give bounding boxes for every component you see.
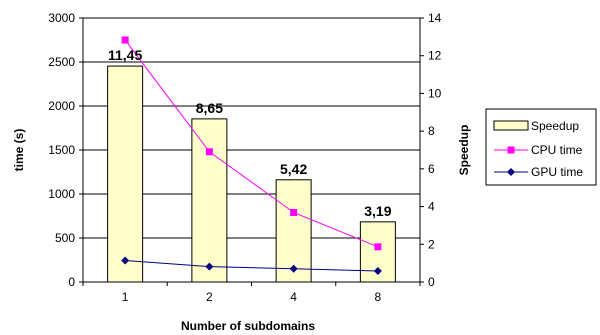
bar-value-labels: 11,45 8,65 5,42 3,19	[108, 47, 392, 219]
cpu-time-point	[121, 36, 129, 44]
bar-value-label: 11,45	[108, 47, 142, 63]
x-tick-label: 2	[206, 290, 213, 304]
gpu-time-line	[125, 259, 378, 272]
y-right-tick-label: 10	[428, 86, 442, 100]
speedup-bars	[107, 65, 396, 283]
legend-label-cpu: CPU time	[531, 143, 583, 157]
y-right-tick-label: 12	[428, 49, 442, 63]
y-left-tick-label: 2500	[48, 55, 75, 69]
y-left-tick-label: 0	[68, 275, 75, 289]
cpu-time-point	[205, 148, 213, 156]
bar-value-label: 5,42	[280, 161, 307, 177]
cpu-time-line	[124, 39, 379, 248]
y-axis-right-title: Speedup	[457, 125, 471, 176]
y-right-tick-label: 14	[428, 11, 442, 25]
legend-marker-cpu	[507, 146, 515, 154]
y-right-tick-label: 4	[428, 200, 435, 214]
y-left-tick-label: 1500	[48, 143, 75, 157]
x-tick-label: 4	[290, 290, 297, 304]
legend: Speedup CPU time GPU time	[485, 108, 597, 186]
x-tick-label: 1	[122, 290, 129, 304]
gpu-time-point	[373, 267, 382, 275]
bar-value-label: 3,19	[364, 203, 391, 219]
legend-label-speedup: Speedup	[531, 119, 579, 133]
y-axis-left-title: time (s)	[12, 129, 26, 172]
y-right-tick-label: 0	[428, 275, 435, 289]
y-left-tick-label: 500	[55, 231, 75, 245]
gpu-time-point	[121, 256, 130, 265]
y-left-tick-label: 3000	[48, 11, 75, 25]
y-left-tick-label: 2000	[48, 99, 75, 113]
x-axis-title: Number of subdomains	[181, 319, 315, 333]
y-right-tick-label: 2	[428, 237, 435, 251]
legend-swatch-speedup	[493, 120, 529, 131]
legend-label-gpu: GPU time	[531, 165, 583, 179]
bar-value-label: 8,65	[196, 100, 223, 116]
cpu-time-point	[374, 243, 382, 251]
gpu-time-point	[205, 262, 214, 271]
y-right-tick-label: 6	[428, 162, 435, 176]
y-left-tick-label: 1000	[48, 187, 75, 201]
legend-marker-gpu	[507, 168, 515, 176]
bar-speedup-2	[191, 118, 228, 283]
gpu-time-point	[289, 264, 298, 273]
bar-speedup-1	[107, 65, 144, 283]
time-lines	[121, 36, 382, 275]
cpu-time-point	[290, 208, 298, 216]
x-tick-label: 8	[375, 290, 382, 304]
y-right-tick-label: 8	[428, 124, 435, 138]
